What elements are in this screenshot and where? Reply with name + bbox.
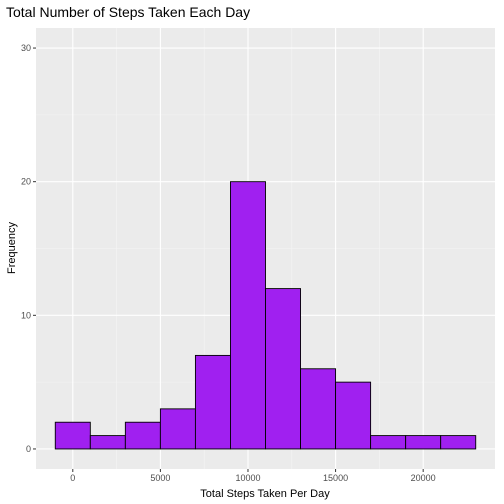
histogram-bar-2: [124, 421, 161, 450]
histogram-bar-0: [54, 421, 91, 450]
y-tick-label: 0: [26, 444, 31, 454]
y-tick-label: 20: [21, 177, 31, 187]
histogram-bar-9: [370, 435, 407, 450]
y-tick-label: 30: [21, 43, 31, 53]
x-axis-label: Total Steps Taken Per Day: [200, 488, 330, 500]
chart-title: Total Number of Steps Taken Each Day: [6, 4, 250, 20]
histogram-bar-8: [335, 381, 372, 450]
histogram-bar-4: [194, 354, 231, 450]
y-axis-label: Frequency: [6, 222, 18, 274]
x-tick-label: 10000: [235, 473, 260, 483]
bars: [54, 181, 477, 450]
y-tick-label: 10: [21, 310, 31, 320]
x-tick-label: 5000: [150, 473, 170, 483]
x-tick-label: 0: [70, 473, 75, 483]
x-tick-label: 20000: [411, 473, 436, 483]
y-axis-ticks: 0 10 20 30: [21, 43, 36, 454]
histogram-bar-10: [405, 435, 442, 450]
histogram-bar-3: [159, 408, 196, 450]
x-tick-label: 15000: [323, 473, 348, 483]
histogram-bar-11: [440, 435, 477, 450]
histogram-bar-5: [230, 181, 266, 450]
histogram-bar-6: [265, 288, 301, 450]
x-axis-ticks: 0 5000 10000 15000 20000: [70, 469, 436, 483]
histogram-bar-1: [89, 435, 126, 450]
histogram-bar-7: [300, 368, 337, 450]
